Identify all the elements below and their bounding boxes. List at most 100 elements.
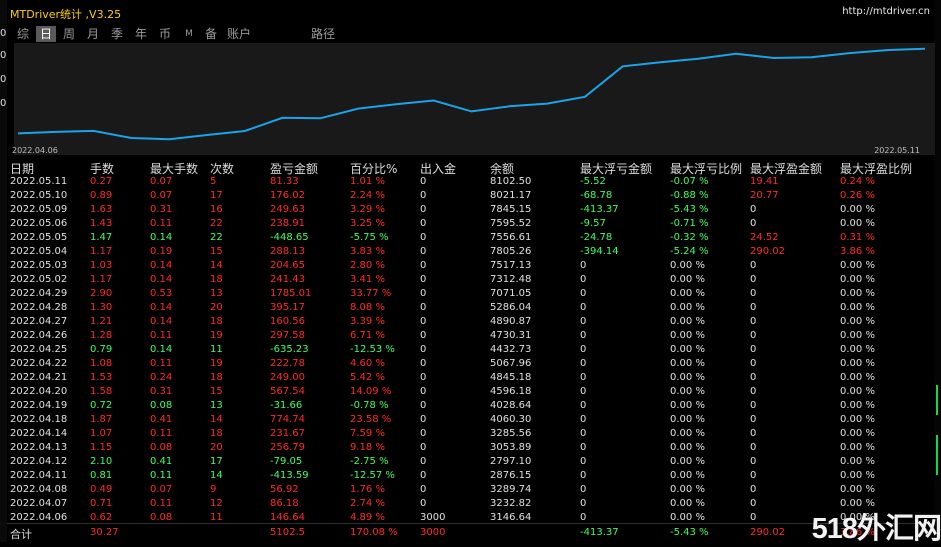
table-row: 2022.04.12 2.10 0.41 17 -79.05 -2.75 % 0 2797.1…: [7, 455, 934, 469]
cell-date: 2022.05.11: [10, 176, 68, 187]
app-url-link[interactable]: http://mtdriver.cn: [842, 6, 930, 17]
cell-mfe: 20.77: [750, 190, 779, 201]
tab-account[interactable]: 账户: [226, 27, 251, 41]
cell-mddp: 0.00 %: [670, 442, 705, 453]
cell-pct: 7.59 %: [350, 428, 385, 439]
cell-lots: 1.53: [90, 372, 113, 383]
total-pl: 5102.5: [270, 527, 305, 538]
cell-dep: 0: [420, 288, 427, 299]
cell-pl: 395.17: [270, 302, 305, 313]
table-row: 2022.04.19 0.72 0.08 13 -31.66 -0.78 % 0 4028.6…: [7, 399, 934, 413]
cell-dep: 0: [420, 260, 427, 271]
cell-date: 2022.05.05: [10, 232, 68, 243]
cell-mddp: 0.00 %: [670, 302, 705, 313]
cell-pl: 1785.01: [270, 288, 312, 299]
cell-pl: 56.92: [270, 484, 299, 495]
cell-max-lots: 0.14: [150, 260, 173, 271]
stats-panel: MTDriver统计 ,V3.25 http://mtdriver.cn 综 日…: [7, 0, 935, 542]
cell-dep: 0: [420, 330, 427, 341]
cell-max-lots: 0.41: [150, 414, 173, 425]
cell-pl: 249.63: [270, 204, 305, 215]
cell-mdd: 0: [580, 470, 587, 481]
cell-mfep: 0.00 %: [840, 400, 875, 411]
table-row: 2022.04.25 0.79 0.14 11 -635.23 -12.53 % 0 4432…: [7, 343, 934, 357]
tab-m[interactable]: M: [185, 29, 193, 39]
cell-date: 2022.04.07: [10, 498, 68, 509]
col-header-deposit: 出入金: [420, 162, 457, 176]
tab-day[interactable]: 日: [36, 26, 56, 42]
cell-mfe: 0: [750, 414, 757, 425]
cell-mdd: 0: [580, 358, 587, 369]
cell-mddp: 0.00 %: [670, 470, 705, 481]
table-row: 2022.05.02 1.17 0.14 18 241.43 3.41 % 0 7312.48…: [7, 273, 934, 287]
cell-bal: 4432.73: [490, 344, 532, 355]
total-pct: 170.08 %: [350, 527, 398, 538]
table-row: 2022.05.04 1.17 0.19 15 288.13 3.83 % 0 7805.26…: [7, 245, 934, 259]
cell-bal: 7517.13: [490, 260, 532, 271]
cell-bal: 4730.31: [490, 330, 532, 341]
tab-path[interactable]: 路径: [310, 27, 335, 41]
cell-date: 2022.05.03: [10, 260, 68, 271]
tab-month[interactable]: 月: [86, 27, 99, 41]
balance-chart: [14, 43, 935, 155]
cell-mfe: 0: [750, 470, 757, 481]
cell-mfe: 19.41: [750, 176, 779, 187]
cell-count: 14: [210, 260, 223, 271]
cell-dep: 0: [420, 358, 427, 369]
tab-year[interactable]: 年: [134, 27, 147, 41]
cell-mfep: 0.00 %: [840, 358, 875, 369]
cell-pl: 146.64: [270, 512, 305, 523]
cell-mfe: 0: [750, 302, 757, 313]
tab-summary[interactable]: 综: [16, 27, 29, 41]
cell-mfe: 0: [750, 260, 757, 271]
cell-pl: 256.79: [270, 442, 305, 453]
cell-max-lots: 0.31: [150, 386, 173, 397]
balance-series-line: [17, 47, 926, 141]
cell-mdd: 0: [580, 372, 587, 383]
cell-count: 18: [210, 372, 223, 383]
cell-pct: 23.58 %: [350, 414, 392, 425]
tab-week[interactable]: 周: [62, 27, 75, 41]
cell-max-lots: 0.08: [150, 512, 173, 523]
cell-count: 15: [210, 386, 223, 397]
col-header-pct: 百分比%: [350, 162, 398, 176]
cell-mfep: 0.00 %: [840, 470, 875, 481]
cell-mddp: 0.00 %: [670, 288, 705, 299]
cell-max-lots: 0.31: [150, 204, 173, 215]
cell-count: 11: [210, 344, 223, 355]
cell-pct: 3.39 %: [350, 316, 385, 327]
tab-currency[interactable]: 币: [158, 27, 171, 41]
cell-pct: 1.76 %: [350, 484, 385, 495]
cell-pl: 86.18: [270, 498, 299, 509]
table-row: 2022.05.06 1.43 0.11 22 238.91 3.25 % 0 7595.52…: [7, 217, 934, 231]
gutter-green-bar: [936, 435, 938, 475]
tab-quarter[interactable]: 季: [110, 27, 123, 41]
cell-pl: 238.91: [270, 218, 305, 229]
cell-max-lots: 0.14: [150, 302, 173, 313]
cell-pct: 2.24 %: [350, 190, 385, 201]
cell-mdd: 0: [580, 484, 587, 495]
col-header-pl: 盈亏金额: [270, 162, 319, 176]
cell-date: 2022.04.08: [10, 484, 68, 495]
cell-mddp: 0.00 %: [670, 498, 705, 509]
cell-mfe: 290.02: [750, 246, 785, 257]
cell-pct: -2.75 %: [350, 456, 389, 467]
cell-dep: 0: [420, 204, 427, 215]
tab-backup[interactable]: 备: [204, 27, 217, 41]
cell-lots: 1.17: [90, 274, 113, 285]
cell-mddp: 0.00 %: [670, 512, 705, 523]
cell-pct: 6.71 %: [350, 330, 385, 341]
cell-bal: 4596.18: [490, 386, 532, 397]
table-row: 2022.04.28 1.30 0.14 20 395.17 8.08 % 0 5286.04…: [7, 301, 934, 315]
cell-mddp: -0.07 %: [670, 176, 709, 187]
col-header-max-fe: 最大浮盈金额: [750, 162, 823, 176]
cell-date: 2022.04.12: [10, 456, 68, 467]
table-row: 2022.04.29 2.90 0.53 13 1785.01 33.77 % 0 7071.…: [7, 287, 934, 301]
gutter-label: 0: [0, 28, 7, 39]
gutter-label: 0: [0, 50, 7, 61]
cell-lots: 1.28: [90, 330, 113, 341]
cell-count: 17: [210, 190, 223, 201]
cell-date: 2022.05.10: [10, 190, 68, 201]
cell-dep: 0: [420, 442, 427, 453]
cell-lots: 0.89: [90, 190, 113, 201]
